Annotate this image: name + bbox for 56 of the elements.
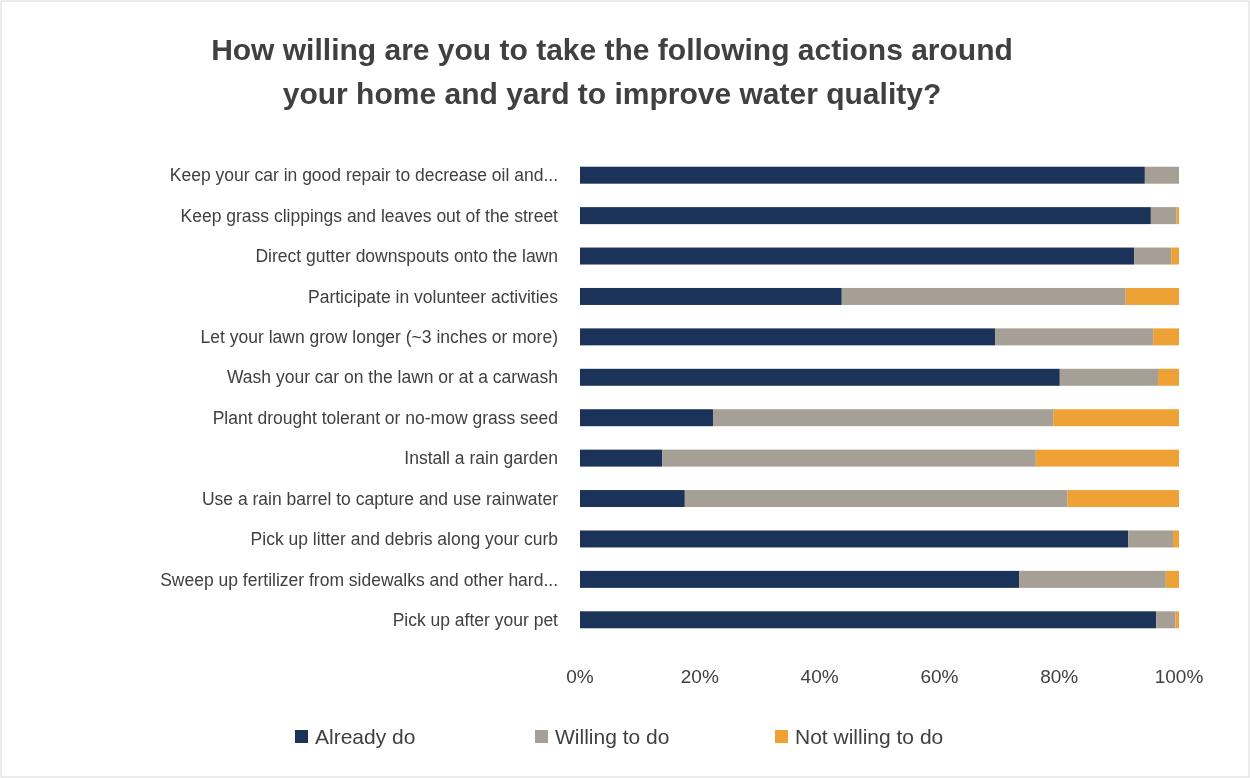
- x-tick-label: 40%: [800, 666, 839, 687]
- y-tick-label: Plant drought tolerant or no-mow grass seed: [212, 407, 558, 428]
- bar: [841, 287, 1126, 305]
- bar: [1053, 409, 1179, 427]
- x-tick-label: 60%: [920, 666, 959, 687]
- bar: [580, 368, 1060, 386]
- bar: [1125, 287, 1179, 305]
- bar: [1019, 570, 1166, 588]
- bar: [712, 409, 1054, 427]
- bar: [662, 449, 1036, 467]
- bar: [1175, 611, 1179, 629]
- bar: [1153, 328, 1179, 346]
- legend-label: Willing to do: [555, 725, 670, 749]
- y-tick-label: Let your lawn grow longer (~3 inches or more): [200, 327, 558, 347]
- bar: [1035, 449, 1179, 467]
- bar: [1059, 368, 1159, 386]
- bar: [1134, 247, 1172, 265]
- chart-title: How willing are you to take the following actions around your home and yard to improve water quality?: [211, 33, 1013, 110]
- x-tick-label: 80%: [1040, 666, 1079, 687]
- legend-label: Not willing to do: [795, 725, 944, 749]
- y-tick-label: Install a rain garden: [404, 448, 558, 469]
- x-tick-label: 20%: [680, 666, 719, 687]
- bar: [580, 530, 1129, 548]
- bar: [1067, 490, 1179, 508]
- bar: [995, 328, 1154, 346]
- bar: [1150, 207, 1177, 225]
- bar: [580, 449, 663, 467]
- bar: [580, 570, 1020, 588]
- bar: [1128, 530, 1173, 548]
- legend-label: Already do: [315, 725, 416, 749]
- y-tick-label: Keep your car in good repair to decrease oil and...: [169, 165, 558, 186]
- y-tick-label: Use a rain barrel to capture and use rainwater: [201, 488, 559, 509]
- bar: [1144, 166, 1179, 184]
- bar: [1173, 530, 1179, 548]
- bar: [580, 409, 713, 427]
- bar: [1156, 611, 1176, 629]
- y-tick-label: Wash your car on the lawn or at a carwash: [226, 367, 558, 388]
- y-tick-label: Sweep up fertilizer from sidewalks and other hard...: [160, 569, 558, 590]
- bar: [580, 611, 1157, 629]
- bar: [580, 287, 842, 305]
- y-tick-label: Participate in volunteer activities: [308, 286, 559, 307]
- bar: [1171, 247, 1179, 265]
- bar: [1158, 368, 1179, 386]
- bar: [1165, 570, 1179, 588]
- bar: [580, 247, 1135, 265]
- bar: [580, 207, 1151, 225]
- y-tick-label: Pick up litter and debris along your curb: [250, 529, 558, 550]
- bar: [580, 490, 685, 508]
- y-tick-label: Pick up after your pet: [392, 609, 559, 630]
- x-tick-label: 100%: [1154, 666, 1204, 687]
- y-tick-label: Direct gutter downspouts onto the lawn: [255, 246, 558, 267]
- x-tick-label: 0%: [566, 666, 594, 687]
- y-tick-label: Keep grass clippings and leaves out of the street: [180, 205, 559, 226]
- bar: [580, 166, 1145, 184]
- bar: [580, 328, 996, 346]
- bar: [684, 490, 1068, 508]
